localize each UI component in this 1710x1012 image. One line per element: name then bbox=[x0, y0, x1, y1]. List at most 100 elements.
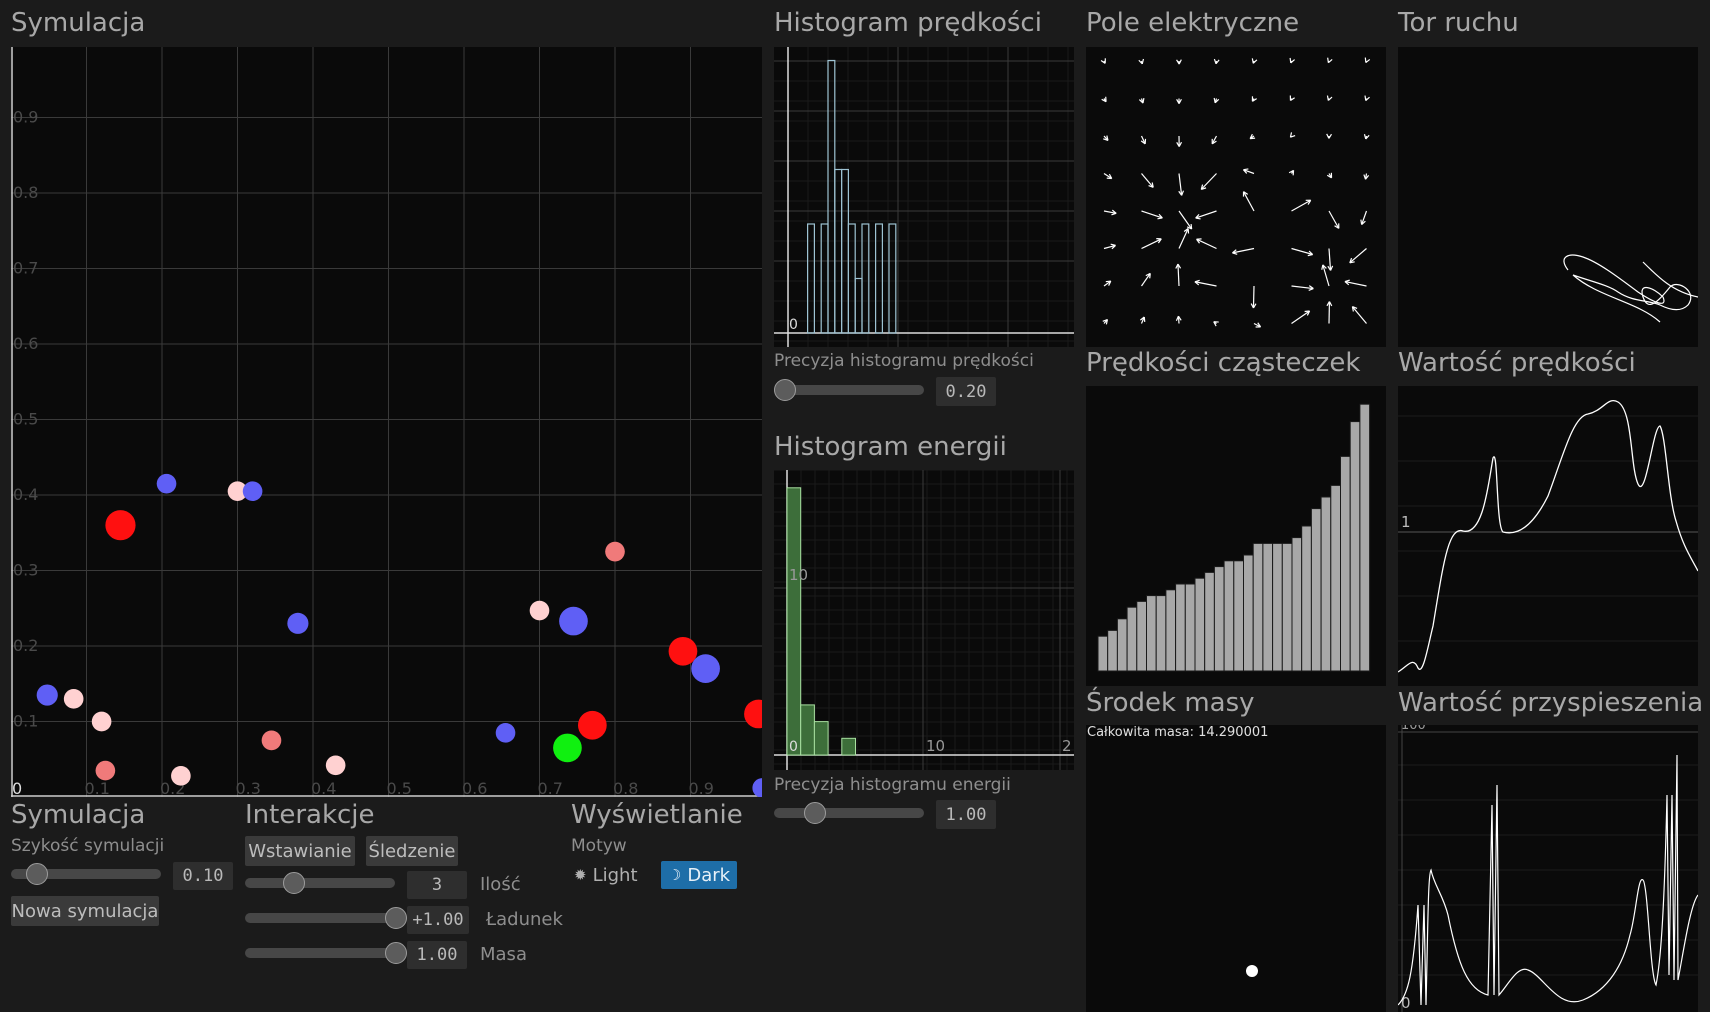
theme-label: Motyw bbox=[571, 836, 627, 856]
field-arrow bbox=[1141, 173, 1154, 188]
charge-label: Ładunek bbox=[486, 909, 563, 930]
x-tick-label: 0.1 bbox=[85, 779, 110, 797]
speed-value[interactable]: 0.10 bbox=[173, 862, 233, 890]
field-arrow-head bbox=[1186, 223, 1193, 230]
field-arrow bbox=[1322, 264, 1330, 287]
field-arrow-head bbox=[1349, 257, 1355, 264]
simulation-plot[interactable]: 0.90.80.70.60.50.40.30.20.10 0.1 0.2 0.3 0.4… bbox=[11, 47, 762, 797]
field-arrow bbox=[1232, 247, 1255, 254]
field-arrow-head bbox=[1364, 95, 1370, 101]
count-value[interactable]: 3 bbox=[407, 871, 467, 899]
histogram-bar bbox=[847, 223, 856, 334]
field-arrow-head bbox=[1138, 58, 1145, 65]
insert-mode-button[interactable]: Wstawianie bbox=[245, 836, 355, 866]
field-arrow-head bbox=[1255, 322, 1262, 328]
histogram-bar bbox=[841, 737, 857, 756]
speed-bar bbox=[1359, 403, 1371, 672]
field-arrow-head bbox=[1140, 138, 1147, 145]
y-tick-label: 0.2 bbox=[13, 636, 38, 655]
speed-value-title: Wartość prędkości bbox=[1398, 348, 1636, 378]
trajectory-panel bbox=[1398, 47, 1698, 347]
field-arrow-head bbox=[1250, 303, 1257, 309]
speed-value-line bbox=[1398, 400, 1698, 673]
energy-precision-value[interactable]: 1.00 bbox=[936, 800, 996, 829]
mass-slider-handle[interactable] bbox=[384, 942, 407, 964]
speed-slider-handle[interactable] bbox=[26, 863, 48, 885]
theme-light-label: Light bbox=[592, 864, 638, 886]
sun-icon: ✹ bbox=[574, 866, 587, 884]
histogram-bar bbox=[834, 168, 843, 334]
field-arrow-head bbox=[1326, 301, 1333, 307]
track-mode-button[interactable]: Śledzenie bbox=[366, 836, 458, 866]
accel-value-plot: 100 0 bbox=[1398, 725, 1698, 1012]
speed-slider-track[interactable] bbox=[11, 869, 161, 879]
field-arrow-head bbox=[1251, 58, 1258, 64]
energy-precision-track[interactable] bbox=[774, 808, 924, 818]
field-arrow-head bbox=[1111, 209, 1117, 216]
speed-bar bbox=[1320, 496, 1332, 672]
particle bbox=[287, 612, 309, 634]
charge-slider-track[interactable] bbox=[245, 913, 395, 923]
field-arrow-head bbox=[1196, 238, 1202, 244]
sim-title: Symulacja bbox=[11, 8, 146, 38]
field-arrow-head bbox=[1305, 199, 1312, 205]
particle bbox=[495, 723, 516, 743]
count-slider-handle[interactable] bbox=[282, 872, 305, 894]
x-tick-label: 10 bbox=[926, 737, 945, 755]
histogram-bar bbox=[786, 487, 802, 756]
field-arrow-head bbox=[1249, 133, 1256, 140]
field-arrow-head bbox=[1175, 315, 1182, 321]
charge-value[interactable]: +1.00 bbox=[407, 906, 469, 934]
speed-bar bbox=[1243, 554, 1254, 672]
speed-precision-track[interactable] bbox=[774, 385, 924, 395]
count-slider-track[interactable] bbox=[245, 878, 395, 888]
y-tick-label: 10 bbox=[789, 566, 808, 584]
speed-precision-handle[interactable] bbox=[774, 379, 796, 401]
field-arrow-head bbox=[1213, 58, 1220, 65]
field-arrow-head bbox=[1289, 132, 1296, 138]
particle bbox=[63, 689, 84, 709]
speed-bar bbox=[1213, 566, 1225, 672]
charge-slider-handle[interactable] bbox=[384, 907, 407, 929]
field-arrow bbox=[1291, 247, 1313, 256]
x-tick-label: 0.9 bbox=[689, 779, 714, 797]
field-arrow-head bbox=[1327, 57, 1333, 64]
field-arrow-head bbox=[1232, 249, 1238, 255]
accel-value-panel: 100 0 bbox=[1398, 725, 1698, 1012]
histogram-bar bbox=[840, 168, 849, 334]
energy-precision-handle[interactable] bbox=[804, 802, 826, 824]
particle bbox=[752, 778, 762, 797]
particle bbox=[36, 684, 58, 706]
histogram-bar bbox=[806, 223, 815, 334]
particle bbox=[91, 711, 112, 732]
speed-bar bbox=[1272, 542, 1283, 672]
mass-slider-track[interactable] bbox=[245, 948, 395, 958]
field-arrow bbox=[1291, 199, 1312, 212]
field-arrow bbox=[1141, 210, 1163, 219]
histogram-bar bbox=[813, 721, 829, 756]
moon-icon: ☽ bbox=[667, 866, 682, 884]
energy-histogram-plot: 0 10 10 2 bbox=[774, 470, 1074, 770]
theme-dark-button[interactable]: ☽ Dark bbox=[661, 861, 737, 889]
particle bbox=[578, 710, 607, 740]
mass-label: Masa bbox=[480, 944, 527, 965]
y-tick-label: 0.4 bbox=[13, 485, 38, 504]
theme-light-button[interactable]: ✹ Light bbox=[574, 861, 638, 889]
y-tick-label: 0.7 bbox=[13, 259, 38, 278]
field-arrow-head bbox=[1363, 134, 1370, 140]
speed-bar bbox=[1116, 618, 1128, 672]
field-arrow bbox=[1141, 273, 1151, 287]
field-arrow bbox=[1211, 135, 1218, 145]
field-arrow-head bbox=[1176, 141, 1183, 147]
accel-zero-label: 0 bbox=[1401, 994, 1411, 1012]
field-arrow bbox=[1140, 135, 1146, 145]
mass-value[interactable]: 1.00 bbox=[407, 941, 467, 969]
x-tick-label: 0.8 bbox=[613, 779, 638, 797]
simulation-canvas[interactable]: 0.9 0.8 0.7 0.6 0.5 0.4 0.3 0.2 0.1 0 0.1 0.2 0.3 0.4… bbox=[11, 47, 762, 797]
efield-plot bbox=[1100, 57, 1371, 328]
speed-precision-value[interactable]: 0.20 bbox=[936, 377, 996, 406]
field-arrow-head bbox=[1321, 264, 1327, 270]
speed-bar bbox=[1165, 589, 1177, 672]
field-arrow-head bbox=[1364, 57, 1371, 64]
new-simulation-button[interactable]: Nowa symulacja bbox=[11, 896, 159, 926]
